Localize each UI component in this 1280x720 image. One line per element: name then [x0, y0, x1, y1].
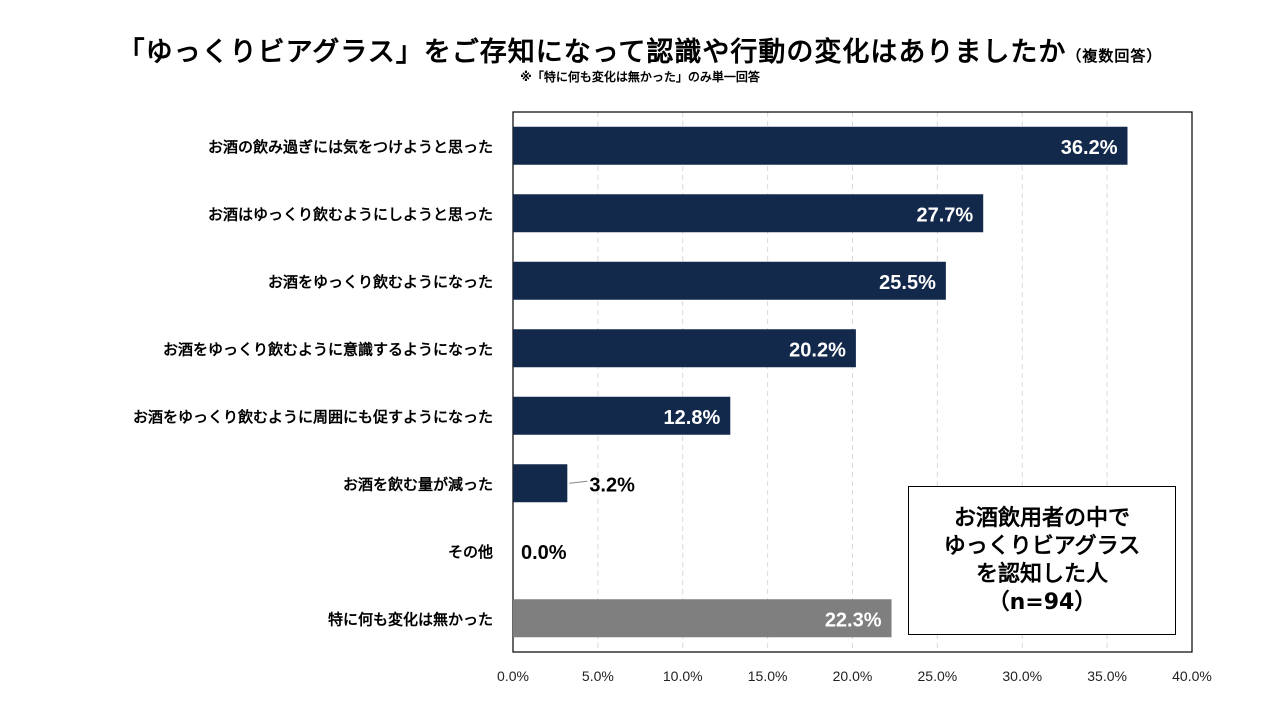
category-label: お酒を飲む量が減った — [343, 475, 493, 493]
data-label: 22.3% — [825, 609, 882, 631]
sample-callout-box: お酒飲用者の中で ゆっくりビアグラス を認知した人 （n=94） — [908, 486, 1176, 635]
x-tick-label: 15.0% — [748, 668, 788, 684]
x-tick-label: 10.0% — [663, 668, 703, 684]
category-label: お酒はゆっくり飲むようにしようと思った — [208, 205, 493, 223]
title-suffix: （複数回答） — [1066, 47, 1163, 65]
data-label: 12.8% — [664, 407, 721, 429]
chart-note: ※「特に何も変化は無かった」のみ単一回答 — [520, 70, 760, 84]
data-label: 27.7% — [916, 204, 973, 226]
bar — [513, 126, 1128, 165]
category-label: 特に何も変化は無かった — [328, 610, 493, 628]
data-label: 0.0% — [521, 542, 567, 564]
callout-line: ゆっくりビアグラス — [943, 533, 1141, 559]
data-label: 3.2% — [589, 474, 635, 496]
data-label: 20.2% — [789, 339, 846, 361]
x-tick-label: 35.0% — [1087, 668, 1127, 684]
plot-area-border — [512, 111, 1193, 653]
title-text: 「ゆっくりビアグラス」をご存知になって認識や行動の変化はありましたか — [117, 37, 1067, 68]
bar — [513, 194, 984, 233]
x-tick-label: 5.0% — [582, 668, 614, 684]
callout-line: （n=94） — [987, 589, 1097, 615]
callout-line: を認知した人 — [975, 561, 1108, 587]
x-tick-label: 25.0% — [918, 668, 958, 684]
chart-title: 「ゆっくりビアグラス」をご存知になって認識や行動の変化はありましたか（複数回答） — [0, 30, 1280, 69]
bar — [513, 464, 568, 503]
x-tick-label: 30.0% — [1002, 668, 1042, 684]
x-tick-label: 0.0% — [497, 668, 529, 684]
category-label: その他 — [448, 543, 493, 561]
category-label: お酒をゆっくり飲むように意識するようになった — [163, 340, 493, 358]
data-label: 36.2% — [1061, 137, 1118, 159]
leader-line — [569, 480, 588, 484]
callout-line: お酒飲用者の中で — [953, 505, 1130, 531]
bar — [513, 396, 731, 435]
bar — [513, 261, 946, 300]
category-label: お酒の飲み過ぎには気をつけようと思った — [208, 138, 493, 156]
category-label: お酒をゆっくり飲むようになった — [268, 273, 493, 291]
bar — [513, 329, 856, 368]
category-label: お酒をゆっくり飲むように周囲にも促すようになった — [133, 408, 493, 426]
bar — [513, 599, 892, 638]
x-tick-label: 20.0% — [833, 668, 873, 684]
data-label: 25.5% — [879, 272, 936, 294]
x-tick-label: 40.0% — [1172, 668, 1212, 684]
